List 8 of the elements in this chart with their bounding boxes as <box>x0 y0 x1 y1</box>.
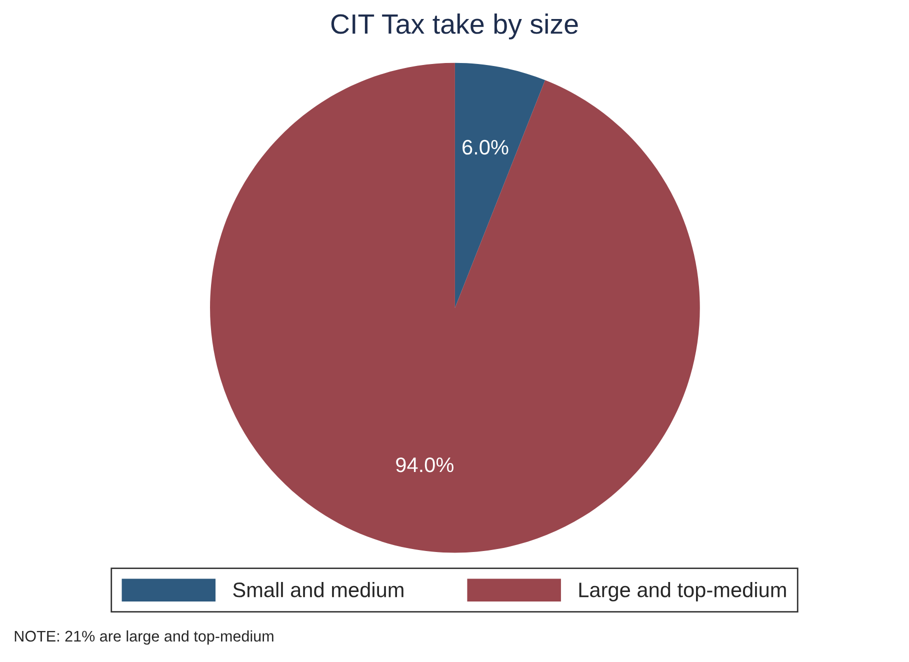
data-label: 6.0% <box>462 140 508 155</box>
data-label: 94.0% <box>396 457 454 472</box>
legend-label: Small and medium <box>233 582 404 598</box>
chart-title: CIT Tax take by size <box>331 14 578 40</box>
text: NOTE: 21% are large and top-medium <box>14 630 274 645</box>
pie-slice <box>210 62 700 553</box>
legend-label: Large and top-medium <box>579 582 786 602</box>
pie-slice <box>454 62 546 308</box>
